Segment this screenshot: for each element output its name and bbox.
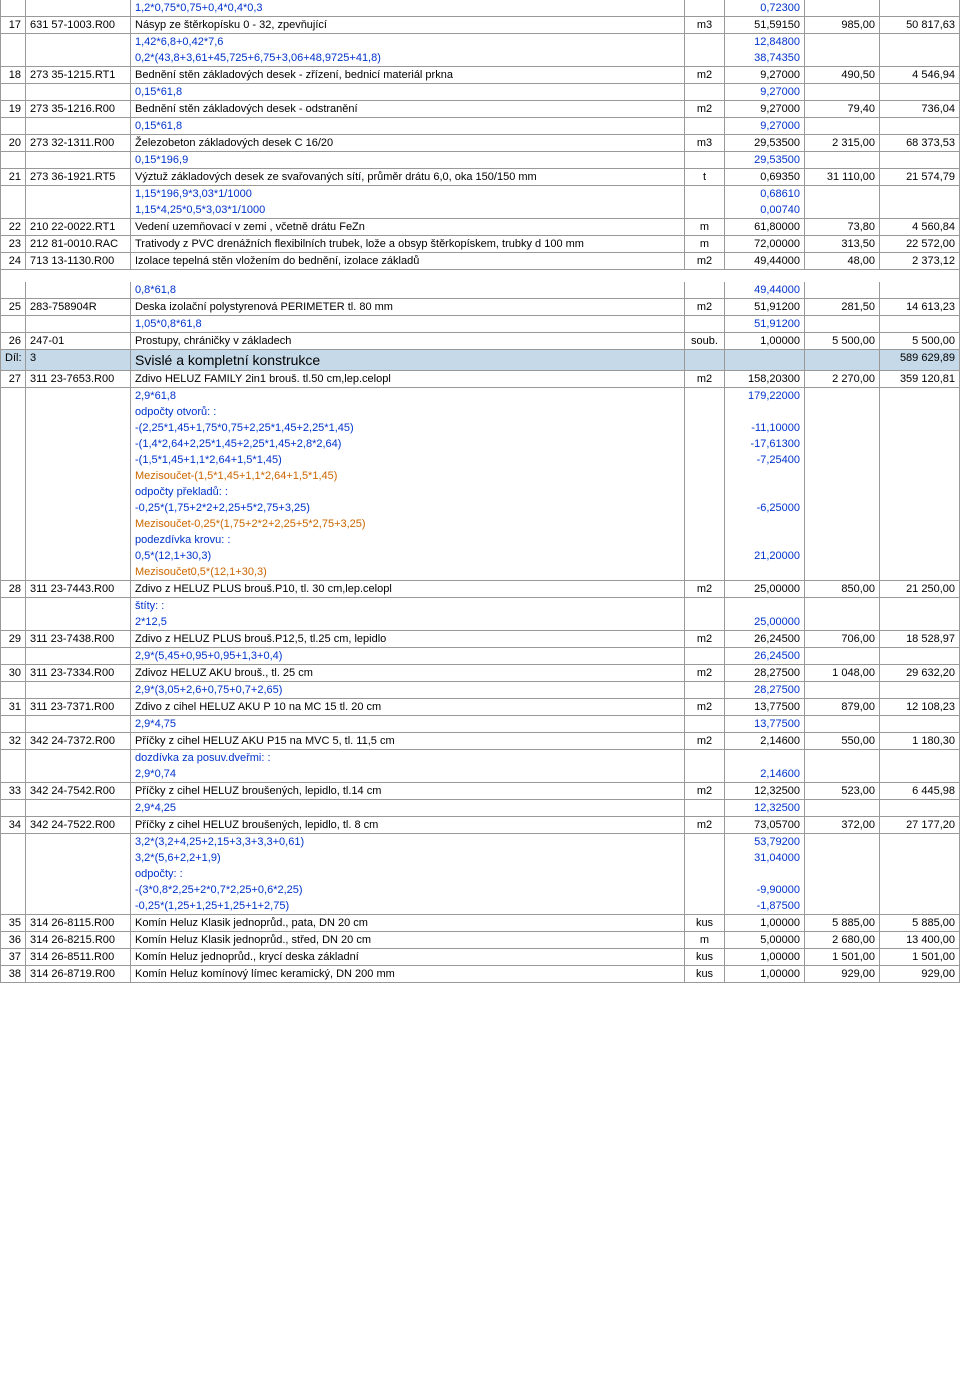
table-row: 17631 57-1003.R00Násyp ze štěrkopísku 0 … [1,17,960,34]
table-row: Díl:3Svislé a kompletní konstrukce589 62… [1,349,960,370]
table-row: 2,9*4,2512,32500 [1,799,960,816]
table-row: 3,2*(3,2+4,25+2,15+3,3+3,3+0,61)53,79200 [1,833,960,850]
calc-line: 1,15*196,9*3,03*1/1000 [131,186,685,203]
table-row: odpočty: : [1,866,960,882]
table-row: -(3*0,8*2,25+2*0,7*2,25+0,6*2,25)-9,9000… [1,882,960,898]
calc-line: -0,25*(1,75+2*2+2,25+5*2,75+3,25) [131,500,685,516]
table-row: 33342 24-7542.R00Příčky z cihel HELUZ br… [1,782,960,799]
table-row: 2,9*(5,45+0,95+0,95+1,3+0,4)26,24500 [1,647,960,664]
calc-line: 2*12,5 [131,614,685,631]
note-line: dozdívka za posuv.dveřmi: : [131,749,685,766]
table-row: 31311 23-7371.R00Zdivo z cihel HELUZ AKU… [1,698,960,715]
table-row: 25283-758904RDeska izolační polystyrenov… [1,298,960,315]
table-row: 2,9*0,742,14600 [1,766,960,783]
table-row: 2,9*61,8179,22000 [1,387,960,404]
calc-line: 0,15*61,8 [131,84,685,101]
table-row: odpočty otvorů: : [1,404,960,420]
table-row: podezdívka krovu: : [1,532,960,548]
table-row: 0,15*196,929,53500 [1,152,960,169]
calc-line: 2,9*61,8 [131,387,685,404]
table-row: -0,25*(1,75+2*2+2,25+5*2,75+3,25)-6,2500… [1,500,960,516]
calc-line: 2,9*4,75 [131,715,685,732]
subtotal-note: Mezisoučet-(1,5*1,45+1,1*2,64+1,5*1,45) [131,468,685,484]
table-row: -0,25*(1,25+1,25+1,25+1+2,75)-1,87500 [1,898,960,915]
table-row: 38314 26-8719.R00Komín Heluz komínový lí… [1,965,960,982]
calc-line: 2,9*0,74 [131,766,685,783]
table-row: 37314 26-8511.R00Komín Heluz jednoprůd.,… [1,948,960,965]
table-row: odpočty překladů: : [1,484,960,500]
calc-line: -0,25*(1,25+1,25+1,25+1+2,75) [131,898,685,915]
calc-line: 1,05*0,8*61,8 [131,315,685,332]
table-row: 0,15*61,89,27000 [1,118,960,135]
calc-line: 1,42*6,8+0,42*7,6 [131,34,685,51]
table-row: 26247-01Prostupy, chráničky v základechs… [1,332,960,349]
table-row: 19273 35-1216.R00Bednění stěn základovýc… [1,101,960,118]
table-row: 21273 36-1921.RT5Výztuž základových dese… [1,169,960,186]
table-row: dozdívka za posuv.dveřmi: : [1,749,960,766]
table-row: 18273 35-1215.RT1Bednění stěn základovýc… [1,67,960,84]
calc-line: 0,15*196,9 [131,152,685,169]
calc-line: -(2,25*1,45+1,75*0,75+2,25*1,45+2,25*1,4… [131,420,685,436]
table-row: 1,2*0,75*0,75+0,4*0,4*0,30,72300 [1,0,960,17]
table-row: štíty: : [1,597,960,614]
calc-line: 0,15*61,8 [131,118,685,135]
calc-line: -(3*0,8*2,25+2*0,7*2,25+0,6*2,25) [131,882,685,898]
table-row: 29311 23-7438.R00Zdivo z HELUZ PLUS brou… [1,630,960,647]
note-line: odpočty: : [131,866,685,882]
table-row: 32342 24-7372.R00Příčky z cihel HELUZ AK… [1,732,960,749]
table-row: 1,05*0,8*61,851,91200 [1,315,960,332]
calc-line: 1,2*0,75*0,75+0,4*0,4*0,3 [131,0,685,17]
table-row: 3,2*(5,6+2,2+1,9)31,04000 [1,850,960,866]
calc-line: -(1,4*2,64+2,25*1,45+2,25*1,45+2,8*2,64) [131,436,685,452]
calc-line: 3,2*(5,6+2,2+1,9) [131,850,685,866]
table-row: 24713 13-1130.R00Izolace tepelná stěn vl… [1,253,960,270]
note-line: podezdívka krovu: : [131,532,685,548]
table-row: Mezisoučet-0,25*(1,75+2*2+2,25+5*2,75+3,… [1,516,960,532]
calc-line: 0,5*(12,1+30,3) [131,548,685,564]
subtotal-note: Mezisoučet-0,25*(1,75+2*2+2,25+5*2,75+3,… [131,516,685,532]
note-line: odpočty překladů: : [131,484,685,500]
table-row: 35314 26-8115.R00Komín Heluz Klasik jedn… [1,914,960,931]
calc-line: -(1,5*1,45+1,1*2,64+1,5*1,45) [131,452,685,468]
table-row: 1,15*196,9*3,03*1/10000,68610 [1,186,960,203]
calc-line: 0,2*(43,8+3,61+45,725+6,75+3,06+48,9725+… [131,50,685,67]
table-row: 0,15*61,89,27000 [1,84,960,101]
calc-line: 0,8*61,8 [131,282,685,299]
calc-line: 2,9*4,25 [131,799,685,816]
calc-line: 1,15*4,25*0,5*3,03*1/1000 [131,202,685,219]
table-row: 1,42*6,8+0,42*7,612,84800 [1,34,960,51]
table-row: 27311 23-7653.R00Zdivo HELUZ FAMILY 2in1… [1,370,960,387]
table-row: 2,9*(3,05+2,6+0,75+0,7+2,65)28,27500 [1,681,960,698]
table-row: -(1,5*1,45+1,1*2,64+1,5*1,45)-7,25400 [1,452,960,468]
table-row: -(2,25*1,45+1,75*0,75+2,25*1,45+2,25*1,4… [1,420,960,436]
subtotal-note: Mezisoučet0,5*(12,1+30,3) [131,564,685,581]
table-row: 0,2*(43,8+3,61+45,725+6,75+3,06+48,9725+… [1,50,960,67]
cost-table: 1,2*0,75*0,75+0,4*0,4*0,30,7230017631 57… [0,0,960,983]
table-row: 34342 24-7522.R00Příčky z cihel HELUZ br… [1,816,960,833]
table-row: 2*12,525,00000 [1,614,960,631]
note-line: štíty: : [131,597,685,614]
table-row: 1,15*4,25*0,5*3,03*1/10000,00740 [1,202,960,219]
table-row: Mezisoučet-(1,5*1,45+1,1*2,64+1,5*1,45) [1,468,960,484]
table-row: 23212 81-0010.RACTrativody z PVC drenážn… [1,236,960,253]
table-row [1,270,960,282]
note-line: odpočty otvorů: : [131,404,685,420]
calc-line: 2,9*(5,45+0,95+0,95+1,3+0,4) [131,647,685,664]
table-row: 28311 23-7443.R00Zdivo z HELUZ PLUS brou… [1,580,960,597]
table-row: -(1,4*2,64+2,25*1,45+2,25*1,45+2,8*2,64)… [1,436,960,452]
table-row: 36314 26-8215.R00Komín Heluz Klasik jedn… [1,931,960,948]
table-row: 20273 32-1311.R00Železobeton základových… [1,135,960,152]
table-row: 22210 22-0022.RT1Vedení uzemňovací v zem… [1,219,960,236]
table-row: 0,8*61,849,44000 [1,282,960,299]
calc-line: 2,9*(3,05+2,6+0,75+0,7+2,65) [131,681,685,698]
calc-line: 3,2*(3,2+4,25+2,15+3,3+3,3+0,61) [131,833,685,850]
table-row: Mezisoučet0,5*(12,1+30,3) [1,564,960,581]
table-row: 0,5*(12,1+30,3)21,20000 [1,548,960,564]
table-row: 30311 23-7334.R00Zdivoz HELUZ AKU brouš.… [1,664,960,681]
table-row: 2,9*4,7513,77500 [1,715,960,732]
